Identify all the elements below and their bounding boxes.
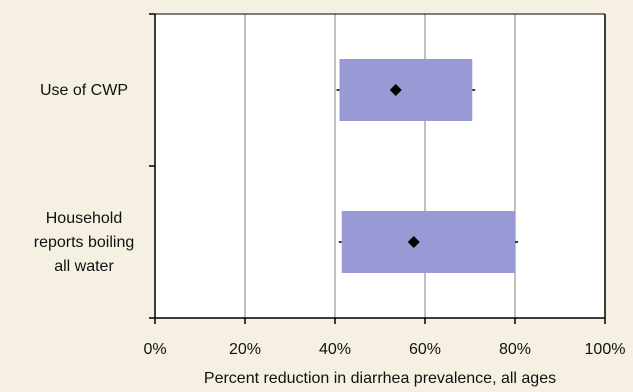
- range-group-1: [338, 211, 518, 273]
- category-label-1: Household reports boiling all water: [34, 210, 135, 275]
- x-tick-label-1: 20%: [229, 341, 261, 358]
- range-boxes: [336, 59, 518, 273]
- axes: [149, 13, 606, 324]
- point-marker-0: [389, 84, 402, 96]
- x-tick-label-4: 80%: [499, 341, 531, 358]
- range-box-1: [341, 211, 515, 273]
- category-labels: Use of CWP Household reports boiling all wa…: [34, 82, 135, 275]
- x-axis-title: Percent reduction in diarrhea prevalence…: [204, 370, 556, 387]
- x-tick-label-2: 40%: [319, 341, 351, 358]
- x-tick-labels: 0% 20% 40% 60% 80% 100%: [143, 341, 625, 358]
- x-tick-label-5: 100%: [585, 341, 626, 358]
- point-marker-1: [407, 236, 420, 248]
- category-label-0-line-0: Use of CWP: [40, 82, 128, 99]
- x-tick-label-3: 60%: [409, 341, 441, 358]
- range-group-0: [336, 59, 476, 121]
- category-label-0: Use of CWP: [40, 82, 128, 99]
- category-label-1-line-0: Household: [46, 210, 123, 227]
- x-tick-label-0: 0%: [143, 341, 166, 358]
- category-label-1-line-1: reports boiling: [34, 234, 135, 251]
- category-label-1-line-2: all water: [54, 258, 114, 275]
- range-box-0: [339, 59, 473, 121]
